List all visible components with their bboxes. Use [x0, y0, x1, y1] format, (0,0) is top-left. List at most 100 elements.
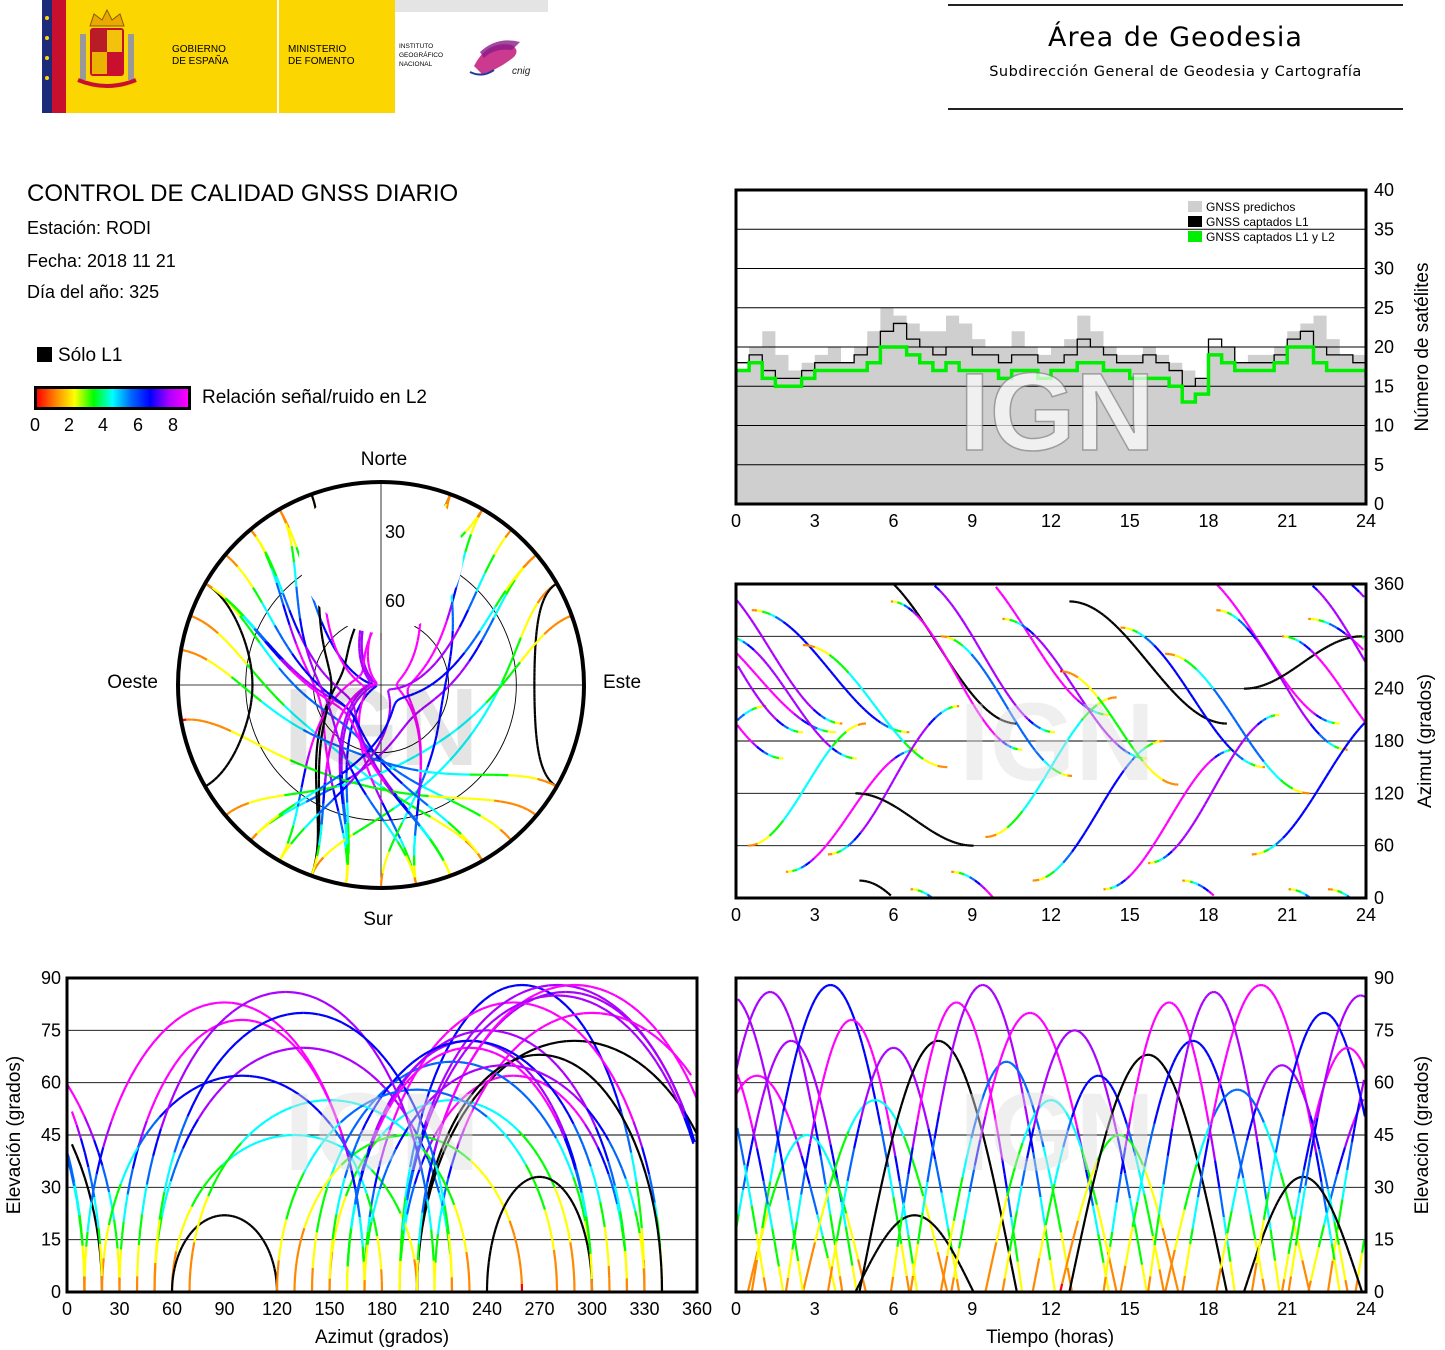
- az-track-segment: [1114, 721, 1119, 726]
- sky-track-segment: [488, 617, 495, 627]
- az-track-segment: [1206, 796, 1211, 802]
- ea-track-segment: [190, 1229, 195, 1234]
- sky-track-segment: [266, 641, 274, 649]
- sky-track-segment: [523, 775, 531, 779]
- az-track-segment: [907, 606, 912, 611]
- az-track-segment: [794, 868, 798, 872]
- az-track-segment: [1315, 787, 1321, 793]
- az-track-segment: [780, 722, 785, 727]
- az-track-segment: [989, 712, 994, 716]
- sky-track-segment: [454, 827, 462, 835]
- ea-track-segment: [221, 1079, 230, 1088]
- az-track-segment: [1052, 656, 1057, 661]
- ea-track-segment: [439, 1142, 446, 1153]
- ea-track-segment: [245, 1220, 249, 1225]
- ea-track-segment: [260, 1011, 269, 1018]
- sky-track-segment: [406, 663, 412, 669]
- ea-track-segment: [203, 1031, 213, 1042]
- az-track-segment: [1302, 714, 1307, 719]
- az-track-segment: [884, 890, 889, 895]
- sky-track-segment: [320, 707, 327, 713]
- ea-track-segment: [617, 1086, 625, 1099]
- az-track-segment: [1159, 777, 1164, 781]
- az-track-segment: [1029, 635, 1034, 642]
- ea-track-segment: [592, 1138, 599, 1148]
- ea-track-segment: [179, 1227, 184, 1237]
- az-track-segment: [739, 669, 744, 675]
- az-track-segment: [1333, 677, 1338, 683]
- az-track-segment: [1201, 711, 1206, 717]
- az-track-segment: [1184, 702, 1189, 707]
- az-track-segment: [1005, 600, 1010, 606]
- sat-gridlines: [736, 228, 1366, 466]
- az-track-segment: [811, 771, 816, 776]
- sky-track-segment: [335, 803, 340, 812]
- ea-track-segment: [557, 1195, 563, 1206]
- ea-track-segment: [536, 1004, 545, 1010]
- az-track-segment: [905, 743, 910, 748]
- az-track-segment: [1280, 674, 1284, 678]
- ea-track-segment: [254, 1229, 259, 1234]
- ea-track-segment: [307, 1063, 315, 1073]
- az-track-segment: [951, 840, 955, 844]
- sky-track-segment: [454, 626, 461, 637]
- az-track-segment: [882, 799, 886, 802]
- ea-track-segment: [575, 1187, 581, 1199]
- az-track-segment: [914, 739, 919, 744]
- sky-track-segment: [318, 613, 322, 621]
- ea-track-segment: [463, 1033, 473, 1045]
- ea-track-segment: [659, 1033, 668, 1045]
- ea-track-segment: [193, 1232, 198, 1243]
- az-track-segment: [785, 622, 790, 627]
- ea-track-segment: [340, 1133, 347, 1148]
- az-track-segment: [790, 696, 795, 702]
- az-track-segment: [1150, 742, 1154, 746]
- az-track-segment: [1186, 828, 1191, 834]
- ea-track-segment: [200, 1220, 204, 1225]
- ea-track-segment: [570, 1061, 578, 1068]
- ea-track-segment: [195, 1222, 200, 1233]
- az-track-segment: [1055, 866, 1060, 871]
- ea-track-segment: [317, 1140, 325, 1150]
- az-track-segment: [1136, 752, 1140, 757]
- az-track-segment: [1065, 688, 1071, 693]
- az-track-segment: [1229, 712, 1234, 717]
- az-track-segment: [1026, 631, 1031, 637]
- ea-track-segment: [473, 1094, 482, 1106]
- sky-track-segment: [303, 678, 311, 685]
- az-track-segment: [1296, 704, 1301, 709]
- ea-track-segment: [437, 1045, 445, 1051]
- az-track-segment: [915, 888, 919, 892]
- ea-track-segment: [376, 1160, 382, 1175]
- az-track-segment: [1334, 641, 1337, 645]
- az-track-segment: [1131, 870, 1135, 875]
- ea-track-segment: [474, 1088, 483, 1098]
- az-track-segment: [975, 708, 980, 714]
- az-track-segment: [1163, 655, 1168, 661]
- ea-track-segment: [392, 1199, 399, 1208]
- ea-track-segment: [119, 1086, 127, 1099]
- az-track-segment: [1235, 616, 1239, 621]
- az-track-segment: [898, 729, 902, 733]
- az-track-segment: [937, 764, 941, 768]
- sky-track-segment: [509, 579, 516, 588]
- sky-track-segment: [341, 667, 345, 672]
- ea-track-segment: [124, 1076, 132, 1088]
- az-track-segment: [1247, 761, 1251, 765]
- skyplot-horizon: [176, 480, 586, 890]
- ea-track-segment: [347, 1128, 354, 1139]
- az-track-segment: [1329, 742, 1333, 747]
- sky-track-segment: [409, 700, 413, 705]
- az-track-segment: [1112, 781, 1117, 787]
- ea-track-segment: [298, 1093, 307, 1101]
- sky-track-segment: [360, 647, 364, 654]
- az-track-segment: [1265, 716, 1269, 720]
- az-track-segment: [1322, 663, 1327, 668]
- az-ylabel: Azimut (grados): [1415, 674, 1436, 808]
- az-track-segment: [1047, 663, 1052, 669]
- sky-track-segment: [247, 621, 255, 630]
- sky-track-segment: [339, 720, 344, 725]
- sky-track-segment: [372, 679, 376, 683]
- az-track-segment: [1195, 814, 1200, 820]
- sky-track-segment: [392, 793, 400, 802]
